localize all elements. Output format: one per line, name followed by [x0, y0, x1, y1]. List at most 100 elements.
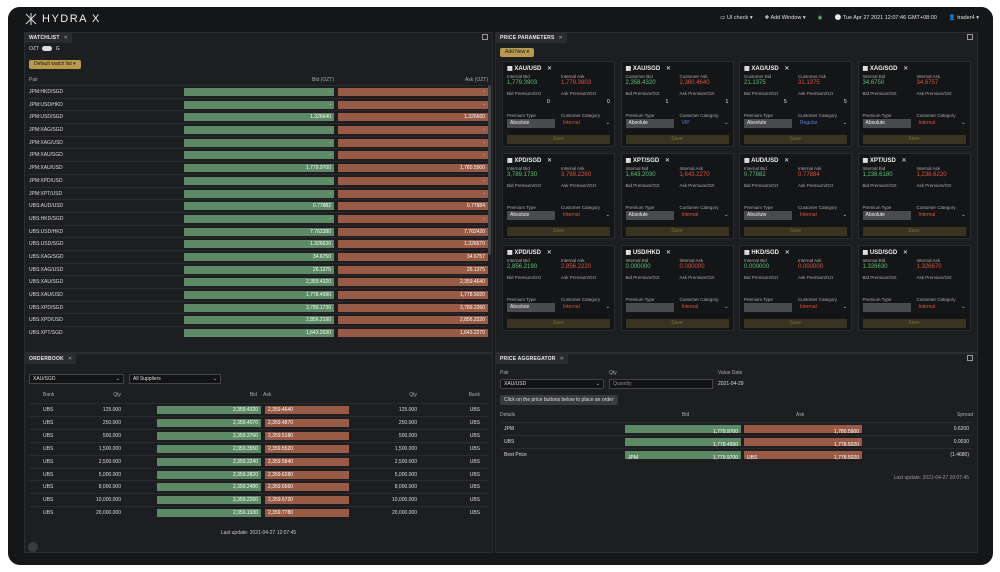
save-button[interactable]: Save [744, 319, 847, 328]
ask-price-button[interactable]: 0.77884 [338, 202, 488, 211]
tab-price-parameters[interactable]: PRICE PARAMETERS ✕ [496, 33, 567, 43]
save-button[interactable]: Save [862, 135, 966, 144]
pair-select[interactable]: XAU/SGD ⌄ [29, 374, 124, 384]
bid-price-button[interactable]: 2,359.3240 [157, 457, 261, 466]
watchlist-row[interactable]: JPM:HKD/SGD - - [29, 85, 488, 98]
close-icon[interactable]: ✕ [903, 66, 909, 72]
bid-price-button[interactable]: 2,359.3550 [157, 444, 261, 453]
bid-price-button[interactable]: 3,789.1730 [184, 303, 334, 312]
bid-price-button[interactable]: 7.762380 [184, 227, 334, 236]
premium-type-select[interactable]: Absolute [625, 211, 674, 220]
ask-price-button[interactable]: 2,359.5840 [265, 457, 349, 466]
customer-category-select[interactable]: Internal ⌄ [563, 304, 610, 310]
premium-type-select[interactable]: Absolute [862, 211, 911, 220]
bid-price-button[interactable]: 2,856.2190 [184, 316, 334, 325]
maximize-icon[interactable] [482, 34, 488, 40]
ask-price-button[interactable]: 1,778.5020 [744, 438, 862, 448]
ask-premium-input[interactable]: 1 [725, 99, 729, 105]
bid-price-button[interactable]: 2,359.3760 [157, 431, 261, 440]
close-icon[interactable]: ✕ [63, 35, 68, 41]
watchlist-row[interactable]: UBS:XAG/USD 26.1375 26.1375 [29, 262, 488, 276]
close-icon[interactable]: ✕ [664, 158, 670, 164]
bid-premium-input[interactable]: 5 [784, 99, 787, 105]
bid-price-button[interactable]: 2,359.2260 [157, 496, 261, 505]
watchlist-row[interactable]: UBS:XPD/USD 2,856.2190 2,856.2220 [29, 313, 488, 326]
ask-price-button[interactable]: 7.762420 [338, 227, 488, 236]
customer-category-select[interactable]: Internal ⌄ [800, 212, 847, 218]
add-new-button[interactable]: Add New ▾ [500, 48, 535, 57]
premium-type-select[interactable]: Absolute [625, 119, 674, 128]
customer-category-select[interactable]: Internal ⌄ [681, 212, 729, 218]
bid-premium-input[interactable]: 0 [547, 99, 550, 105]
premium-type-select[interactable] [862, 303, 911, 312]
customer-category-select[interactable]: Internal ⌄ [918, 304, 966, 310]
ask-price-button[interactable]: 2,856.2220 [338, 316, 488, 325]
quantity-input[interactable]: Quantity [609, 379, 713, 389]
ask-price-button[interactable]: 1,778.5020 [338, 291, 488, 299]
bid-price-button[interactable]: 1,779.9700 [625, 425, 741, 435]
bid-price-button[interactable]: 2,359.4320 [157, 406, 261, 414]
bid-price-button[interactable]: 2,359.1930 [157, 509, 261, 518]
bid-price-button[interactable]: 1,779.9700 [184, 164, 334, 173]
bid-price-button[interactable]: - [184, 151, 334, 160]
ask-price-button[interactable]: 1.326670 [338, 240, 488, 249]
bid-price-button[interactable]: 1.326640 [184, 113, 334, 122]
customer-category-select[interactable]: Internal ⌄ [918, 212, 966, 218]
ask-price-button[interactable]: 2,359.6280 [265, 470, 349, 479]
watchlist-row[interactable]: UBS:XAG/SGD 34.6750 34.6757 [29, 249, 488, 263]
customer-category-select[interactable]: Internal ⌄ [681, 304, 729, 310]
ask-price-button[interactable]: 2,359.5520 [265, 444, 349, 453]
customer-category-select[interactable]: Internal ⌄ [563, 120, 610, 126]
tab-watchlist[interactable]: WATCHLIST ✕ [25, 33, 72, 43]
ask-price-button[interactable]: 2,359.4640 [338, 278, 488, 287]
watchlist-row[interactable]: JPM:XAU/SGD - - [29, 148, 488, 161]
ask-price-button[interactable]: UBS 1,778.5020 [744, 451, 862, 461]
tab-price-aggregator[interactable]: PRICE AGGREGATOR ✕ [496, 354, 569, 364]
premium-type-select[interactable]: Absolute [507, 211, 555, 220]
ask-price-button[interactable]: 1,643.2270 [338, 329, 488, 338]
close-icon[interactable]: ✕ [784, 250, 790, 256]
watchlist-row[interactable]: UBS:USD/HKD 7.762380 7.762420 [29, 224, 488, 238]
bid-price-button[interactable]: 0.77882 [184, 202, 334, 211]
ask-price-button[interactable]: 3,789.2260 [338, 303, 488, 312]
premium-type-select[interactable]: Absolute [507, 303, 555, 312]
save-button[interactable]: Save [507, 319, 610, 328]
bid-price-button[interactable]: 2,359.4320 [184, 278, 334, 287]
unit-toggle[interactable]: OZT G [29, 46, 60, 52]
watchlist-row[interactable]: UBS:XAU/USD 1,778.4990 1,778.5020 [29, 288, 488, 301]
ask-price-button[interactable]: 2,359.4640 [265, 406, 349, 414]
bid-price-button[interactable]: - [184, 189, 334, 198]
bid-price-button[interactable]: - [184, 138, 334, 147]
tab-orderbook[interactable]: ORDERBOOK ✕ [25, 354, 77, 364]
bid-price-button[interactable]: - [184, 100, 334, 109]
ask-premium-input[interactable]: 0 [607, 99, 610, 105]
save-button[interactable]: Save [862, 319, 966, 328]
ask-price-button[interactable]: 2,359.4870 [265, 418, 349, 427]
ask-price-button[interactable]: - [338, 138, 488, 147]
save-button[interactable]: Save [862, 227, 966, 236]
scrollbar[interactable] [488, 85, 491, 255]
ask-price-button[interactable]: - [338, 214, 488, 223]
bid-price-button[interactable]: 2,359.2820 [157, 470, 261, 479]
bid-price-button[interactable]: 1,643.2030 [184, 329, 334, 338]
watchlist-row[interactable]: JPM:XAU/USD 1,779.9700 1,780.5900 [29, 161, 488, 174]
watchlist-row[interactable]: UBS:AUD/USD 0.77882 0.77884 [29, 199, 488, 212]
ask-price-button[interactable]: - [338, 176, 488, 185]
close-icon[interactable]: ✕ [558, 35, 563, 41]
save-button[interactable]: Save [507, 135, 610, 144]
ask-price-button[interactable]: 1.326660 [338, 113, 488, 122]
ask-price-button[interactable]: 1,780.5900 [338, 164, 488, 173]
premium-type-select[interactable]: Absolute [862, 119, 911, 128]
ask-price-button[interactable]: 34.6757 [338, 252, 488, 261]
customer-category-select[interactable]: Internal ⌄ [800, 304, 847, 310]
premium-type-select[interactable]: Absolute [744, 211, 792, 220]
watchlist-row[interactable]: UBS:XAU/SGD 2,359.4320 2,359.4640 [29, 275, 488, 288]
watchlist-row[interactable]: JPM:XAG/USD - - [29, 135, 488, 149]
bid-price-button[interactable]: 2,359.2480 [157, 483, 261, 492]
bid-price-button[interactable]: - [184, 88, 334, 96]
pair-select[interactable]: XAU/USD ⌄ [500, 379, 604, 389]
premium-type-select[interactable] [625, 303, 674, 312]
user-menu[interactable]: 👤 trader4 ▾ [948, 15, 979, 21]
ask-price-button[interactable]: 1,780.5900 [744, 425, 862, 435]
save-button[interactable]: Save [744, 135, 847, 144]
